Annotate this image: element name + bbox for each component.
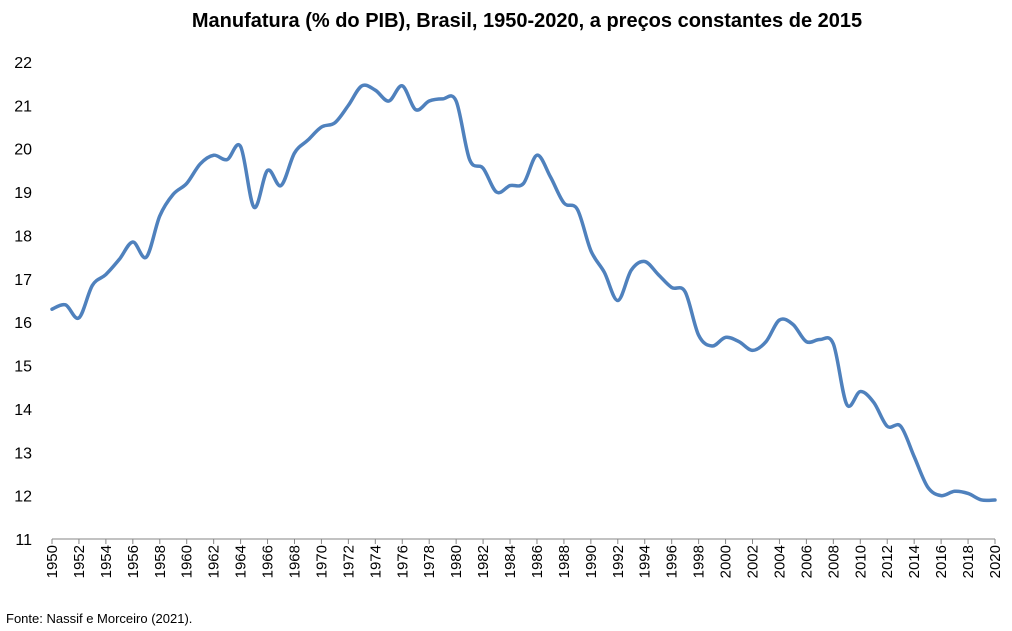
x-tick-label: 2002 <box>745 545 762 578</box>
x-tick-label: 1988 <box>556 545 573 578</box>
x-tick-label: 2020 <box>987 545 1004 578</box>
x-tick-label: 1974 <box>367 545 384 578</box>
y-tick-label: 20 <box>14 142 32 159</box>
x-tick-label: 1970 <box>313 545 330 578</box>
y-tick-label: 18 <box>14 228 32 245</box>
x-tick-label: 2004 <box>771 545 788 578</box>
y-tick-label: 17 <box>14 272 32 289</box>
series-line <box>50 83 997 503</box>
x-tick-label: 1976 <box>394 545 411 578</box>
x-tick-label: 2018 <box>960 545 977 578</box>
x-tick-label: 1994 <box>637 545 654 578</box>
x-tick-label: 1952 <box>71 545 88 578</box>
x-tick-label: 1992 <box>610 545 627 578</box>
x-tick-label: 1990 <box>583 545 600 578</box>
x-tick-label: 2006 <box>798 545 815 578</box>
x-tick-label: 1960 <box>179 545 196 578</box>
x-tick-label: 1978 <box>421 545 438 578</box>
y-axis: 11 12 13 14 15 16 17 18 19 20 21 22 <box>14 55 32 549</box>
y-tick-label: 19 <box>14 185 32 202</box>
x-tick-label: 2012 <box>879 545 896 578</box>
x-tick-label: 1982 <box>475 545 492 578</box>
x-tick-label: 1964 <box>233 545 250 578</box>
x-tick-label: 1996 <box>664 545 681 578</box>
x-tick-label: 1998 <box>691 545 708 578</box>
x-tick-label: 1972 <box>340 545 357 578</box>
source-note: Fonte: Nassif e Morceiro (2021). <box>6 611 192 626</box>
y-tick-label: 13 <box>14 445 32 462</box>
x-tick-label: 2008 <box>825 545 842 578</box>
y-tick-label: 21 <box>14 98 32 115</box>
x-tick-label: 1984 <box>502 545 519 578</box>
x-tick-label: 1958 <box>152 545 169 578</box>
x-tick-label: 2016 <box>933 545 950 578</box>
x-axis-tick-marks <box>51 539 996 544</box>
x-tick-label: 1962 <box>206 545 223 578</box>
y-tick-label: 16 <box>14 315 32 332</box>
x-tick-label: 1986 <box>529 545 546 578</box>
x-tick-label: 2000 <box>718 545 735 578</box>
x-tick-label: 1968 <box>286 545 303 578</box>
x-axis: 1950 1952 1954 1956 1958 1960 1962 1964 1966 1968… <box>44 545 1004 578</box>
y-tick-label: 15 <box>14 359 32 376</box>
x-tick-label: 1966 <box>260 545 277 578</box>
y-tick-label: 14 <box>14 402 32 419</box>
x-tick-label: 1980 <box>448 545 465 578</box>
y-tick-label: 11 <box>15 532 32 549</box>
y-tick-label: 12 <box>14 489 32 506</box>
x-tick-label: 1956 <box>125 545 142 578</box>
x-tick-label: 2014 <box>906 545 923 578</box>
x-tick-label: 2010 <box>852 545 869 578</box>
chart-title: Manufatura (% do PIB), Brasil, 1950-2020… <box>192 10 862 32</box>
x-tick-label: 1950 <box>44 545 61 578</box>
x-tick-label: 1954 <box>98 545 115 578</box>
y-tick-label: 22 <box>14 55 32 72</box>
